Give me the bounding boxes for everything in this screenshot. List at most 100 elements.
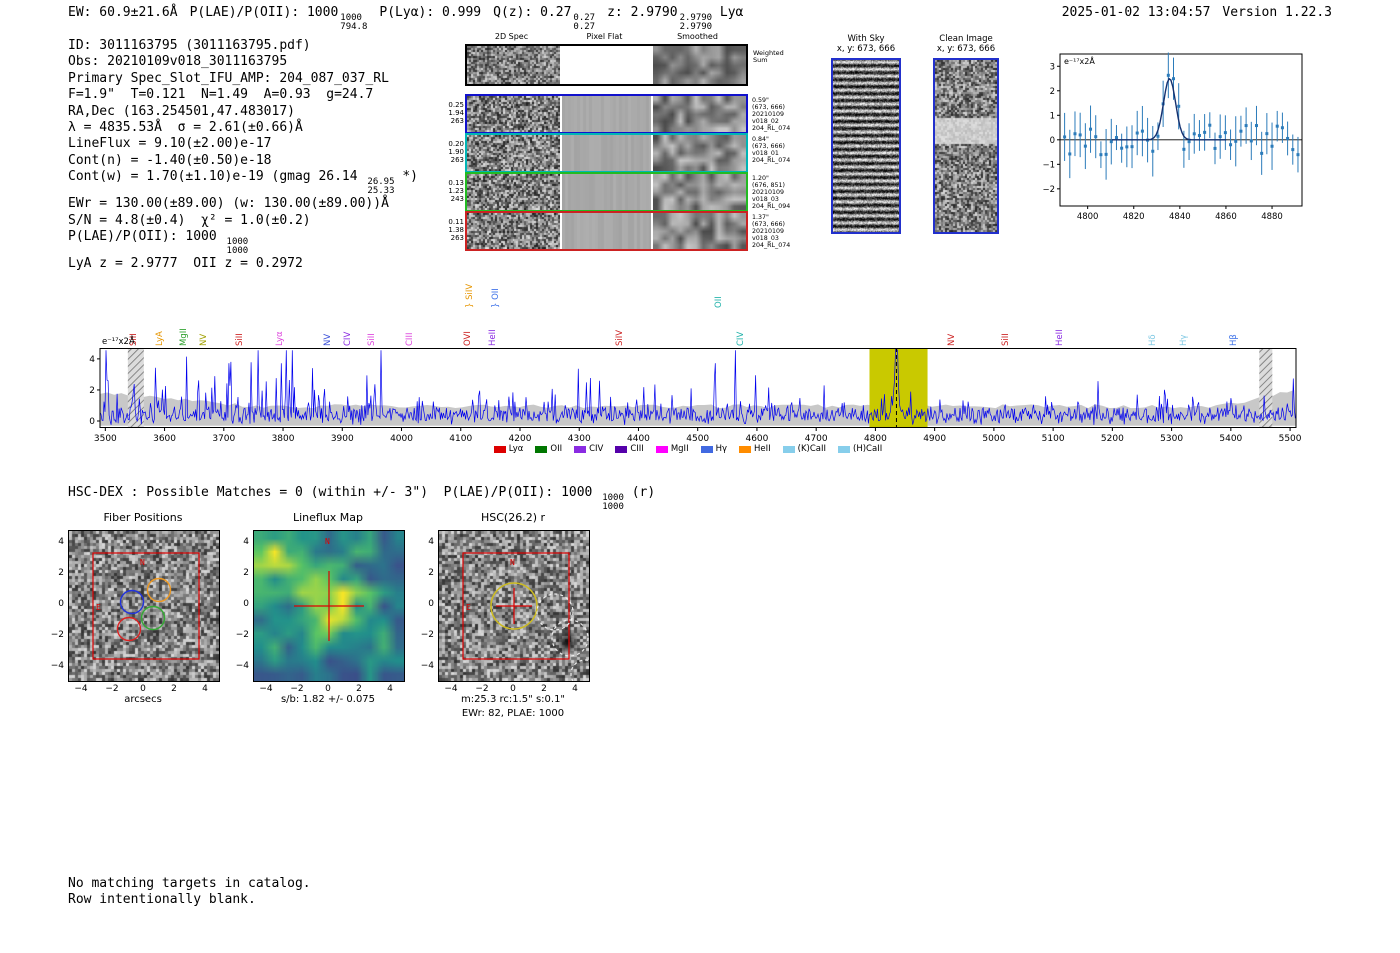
- x-tick-label: 3700: [212, 434, 235, 444]
- data-point: [1275, 124, 1279, 128]
- y-tick-label: 3: [1050, 62, 1055, 72]
- data-point: [1218, 135, 1222, 139]
- y-tick-label: 4: [89, 355, 95, 365]
- spec2d-image: [467, 46, 560, 84]
- data-point: [1223, 131, 1227, 135]
- info-line: LyA z = 2.9777 OII z = 0.2972: [68, 256, 303, 272]
- clean-image-coords: x, y: 673, 666: [936, 44, 996, 54]
- emission-line-label: CIII: [404, 332, 415, 346]
- spec2d-image: [562, 174, 651, 210]
- info-line: S/N = 4.8(±0.4) χ² = 1.0(±0.2): [68, 212, 311, 228]
- meta-line: (676, 851): [752, 182, 785, 189]
- spec2d-row-stats: 0.11 1.38 263: [437, 218, 464, 242]
- timestamp-version: 2025-01-02 13:04:57 Version 1.22.3: [1062, 5, 1332, 20]
- emission-line-label: SiII: [1000, 333, 1011, 346]
- east-marker: E: [466, 603, 471, 612]
- info-line: ID: 3011163795 (3011163795.pdf): [68, 38, 311, 53]
- data-point: [1104, 152, 1108, 156]
- x-tick-label: 4900: [923, 434, 946, 444]
- data-point: [1099, 153, 1103, 157]
- emission-line-labels: SiII LyA MgII NV SiII Lyα NV CIV SiII CIII OVI} Si…: [68, 258, 1308, 348]
- emission-line-label: OVI: [463, 331, 474, 346]
- spec2d-image: [467, 96, 560, 132]
- meta-line: (673, 666): [752, 221, 785, 228]
- emission-line-label: } SiIV: [465, 283, 476, 308]
- x-tick-label: 3900: [331, 434, 354, 444]
- meta-line: 20210109: [752, 111, 785, 118]
- fiber-circle-green: [140, 605, 166, 631]
- legend-label: (K)CaII: [797, 444, 827, 454]
- legend-item: (H)CaII: [838, 444, 882, 454]
- spec2d-column-header: 2D Spec: [494, 32, 529, 41]
- neighbor-circle: [551, 619, 589, 657]
- legend-item: MgII: [655, 444, 689, 454]
- data-point: [1140, 129, 1144, 133]
- stat-line: 0.20: [448, 140, 464, 148]
- info-line: EWr = 130.00(±89.00) (w: 130.00(±89.00))…: [68, 196, 389, 212]
- weighted-sum-label-line: Sum: [753, 56, 768, 64]
- axis-tick-label: 2: [356, 684, 362, 694]
- data-point: [1114, 136, 1118, 140]
- gaussian-fit-curve: [1111, 77, 1227, 141]
- z-lo: 2.9790: [679, 22, 713, 32]
- axis-tick-label: −4: [259, 684, 273, 694]
- emission-line-label: HeII: [1055, 329, 1066, 346]
- emission-line-label: SiIV: [614, 329, 625, 346]
- data-point: [1073, 132, 1077, 136]
- x-tick-label: 5300: [1160, 434, 1183, 444]
- hsc-xlabel2: EWr: 82, PLAE: 1000: [461, 708, 565, 719]
- x-tick-label: 5000: [982, 434, 1005, 444]
- axis-tick-label: −2: [50, 630, 64, 640]
- data-point: [1156, 134, 1160, 138]
- info-line: Cont(w) = 1.70(±1.10)e-19 (gmag 26.14 26…: [68, 169, 418, 197]
- x-tick-label: 5500: [1279, 434, 1302, 444]
- lineflux-xlabel: s/b: 1.82 +/- 0.075: [280, 694, 376, 705]
- emission-line-label: CIV: [343, 331, 354, 346]
- data-point: [1182, 147, 1186, 151]
- data-point: [1187, 140, 1191, 144]
- data-point: [1265, 132, 1269, 136]
- x-tick-label: 4880: [1261, 212, 1283, 222]
- stat-line: 263: [450, 234, 464, 242]
- axis-tick-label: −2: [290, 684, 304, 694]
- plot-frame: [1059, 53, 1303, 207]
- emission-line-label: LyA: [155, 331, 165, 346]
- axis-tick-label: 0: [243, 599, 249, 609]
- fraction-hi: 1000: [226, 237, 249, 248]
- flux-units-annotation: e⁻¹⁷x2Å: [102, 337, 135, 347]
- x-tick-label: 4840: [1169, 212, 1191, 222]
- line-fit-plot: 4800 4820 4840 4860 4880 −2 −1 0 1 2 3 e⁻¹⁷x2Å: [1042, 52, 1303, 222]
- x-tick-label: 4000: [390, 434, 413, 444]
- qz-range: 0.27 0.27: [573, 14, 595, 32]
- hsc-xlabel: m:25.3 rc:1.5" s:0.1": [460, 694, 566, 705]
- aperture-circle: [490, 582, 538, 630]
- fiber-circle-blue: [119, 589, 145, 615]
- data-point: [1166, 73, 1170, 77]
- spec2d-row-meta: 0.84" (673, 666) v018_01 204_RL_074: [752, 136, 816, 164]
- emission-line-label: SiII: [367, 333, 378, 346]
- stat-line: 0.13: [448, 179, 464, 187]
- meta-line: (673, 666): [752, 143, 785, 150]
- lineflux-map-overlay: N: [294, 537, 364, 641]
- meta-line: v018_02: [752, 118, 779, 125]
- flux-units-annotation: e⁻¹⁷x2Å: [1064, 55, 1095, 66]
- fiber-positions-image: [69, 531, 219, 681]
- meta-line: 1.37": [752, 214, 769, 221]
- meta-line: v018_03: [752, 196, 779, 203]
- spec2d-image: [653, 135, 746, 171]
- east-marker: E: [96, 603, 101, 612]
- data-point: [1078, 133, 1082, 137]
- data-point: [1296, 153, 1300, 157]
- legend-label: Hγ: [715, 444, 727, 454]
- x-tick-label: 4400: [627, 434, 650, 444]
- legend-swatch: [838, 445, 851, 453]
- data-point: [1135, 131, 1139, 135]
- emission-line-label: SiII: [234, 333, 245, 346]
- emission-line-label: NV: [322, 333, 333, 346]
- info-line: λ = 4835.53Å σ = 2.61(±0.66)Å: [68, 120, 303, 136]
- legend-swatch: [615, 445, 628, 453]
- detection-info-block: ID: 3011163795 (3011163795.pdf) Obs: 2021…: [68, 38, 418, 272]
- legend-label: CIII: [630, 444, 644, 454]
- spec2d-row-meta: 1.37" (673, 666) 20210109 v018_03 204_RL_074: [752, 214, 816, 249]
- spec2d-image: [562, 135, 651, 171]
